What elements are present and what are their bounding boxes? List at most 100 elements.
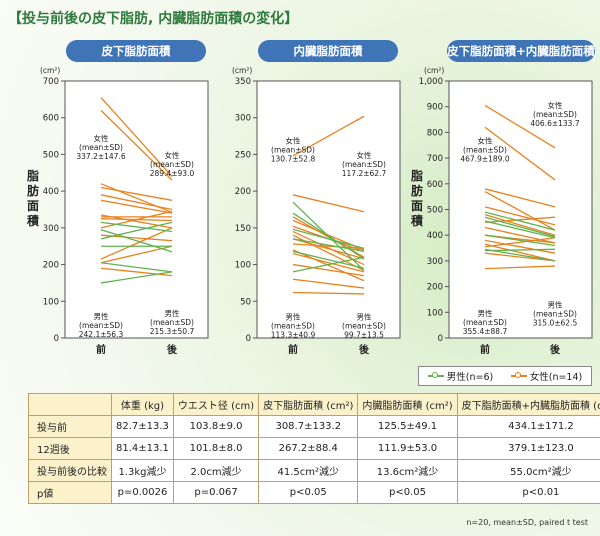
y-axis-label-char: 脂 bbox=[410, 168, 423, 183]
female-subject-line bbox=[292, 263, 365, 277]
unit-label: (cm²) bbox=[232, 66, 252, 75]
mean-sd-annotation: 男性(mean±SD) 315.0±62.5 bbox=[533, 300, 578, 328]
table-cell: 267.2±88.4 bbox=[258, 437, 359, 460]
female-subject-line bbox=[484, 237, 556, 248]
female-subject-line bbox=[484, 265, 556, 270]
table-cell: 13.6cm²減少 bbox=[357, 459, 458, 482]
table-cell: 81.4±13.1 bbox=[111, 437, 174, 460]
mean-sd-annotation: 男性(mean±SD) 99.7±13.5 bbox=[342, 312, 386, 340]
male-subject-line bbox=[100, 271, 173, 284]
male-subject-line bbox=[484, 216, 556, 238]
y-tick-label: 100 bbox=[235, 261, 251, 271]
male-subject-line bbox=[100, 229, 173, 253]
y-axis-label-char: 積 bbox=[410, 213, 424, 228]
table-cell: p<0.05 bbox=[258, 481, 359, 504]
male-subject-line bbox=[292, 228, 365, 250]
y-tick-label: 200 bbox=[427, 283, 443, 293]
male-subject-line bbox=[484, 248, 556, 252]
plot-area bbox=[64, 80, 209, 339]
y-tick-label: 150 bbox=[235, 224, 251, 234]
y-axis-label-char: 面 bbox=[27, 199, 39, 213]
y-tick-label: 200 bbox=[43, 261, 59, 271]
table-cell: 55.0cm²減少 bbox=[456, 459, 600, 482]
y-tick-label: 800 bbox=[427, 128, 443, 138]
female-subject-line bbox=[292, 252, 365, 273]
table-cell: 125.5±49.1 bbox=[357, 415, 458, 438]
table-cell: p=0.0026 bbox=[111, 481, 174, 504]
y-axis-label-char: 積 bbox=[26, 213, 40, 228]
y-tick-label: 900 bbox=[427, 103, 443, 113]
table-header: 皮下脂肪面積+内臓脂肪面積 (cm²) bbox=[456, 393, 600, 416]
female-subject-line bbox=[484, 206, 556, 226]
table-cell: p=0.067 bbox=[172, 481, 260, 504]
male-subject-line bbox=[292, 256, 365, 273]
legend-male-label: 男性(n=6) bbox=[446, 372, 494, 383]
table-cell: 111.9±53.0 bbox=[357, 437, 458, 460]
female-subject-line bbox=[100, 186, 173, 201]
x-tick-label: 後 bbox=[550, 343, 561, 356]
page-title: 【投与前後の皮下脂肪, 内臓脂肪面積の変化】 bbox=[8, 11, 299, 27]
table-header bbox=[28, 393, 112, 416]
table-row: p値 p=0.0026 p=0.067 p<0.05 p<0.05 p<0.01 bbox=[28, 481, 600, 504]
table-cell: p<0.01 bbox=[456, 481, 600, 504]
table-row-label: p値 bbox=[28, 481, 112, 504]
male-subject-line bbox=[484, 248, 556, 262]
y-tick-label: 700 bbox=[43, 77, 59, 87]
mean-sd-annotation: 女性(mean±SD) 406.6±133.7 bbox=[530, 100, 579, 128]
y-tick-label: 300 bbox=[43, 224, 59, 234]
female-subject-line bbox=[100, 194, 173, 211]
table-header: 皮下脂肪面積 (cm²) bbox=[258, 393, 359, 416]
y-tick-label: 0 bbox=[246, 334, 251, 344]
female-subject-line bbox=[484, 214, 556, 236]
table-row-label: 投与前後の比較 bbox=[28, 459, 112, 482]
table-row: 12週後 81.4±13.1 101.8±8.0 267.2±88.4 111.… bbox=[28, 437, 600, 460]
female-subject-line bbox=[292, 249, 365, 282]
x-tick-label: 前 bbox=[96, 343, 106, 356]
plot-area bbox=[448, 80, 593, 339]
male-subject-line bbox=[292, 250, 365, 269]
female-subject-line bbox=[100, 245, 173, 264]
y-tick-label: 700 bbox=[427, 154, 443, 164]
mean-sd-annotation: 男性(mean±SD) 113.3±40.9 bbox=[271, 312, 316, 340]
table-cell: 101.8±8.0 bbox=[172, 437, 260, 460]
mean-sd-annotation: 女性(mean±SD) 337.2±147.6 bbox=[76, 133, 125, 161]
female-subject-line bbox=[484, 226, 556, 244]
female-subject-line bbox=[100, 210, 173, 229]
y-tick-label: 0 bbox=[438, 334, 443, 344]
legend-item-male: 男性(n=6) bbox=[427, 369, 494, 383]
female-subject-line bbox=[484, 188, 556, 208]
female-subject-line bbox=[292, 194, 365, 213]
chart-2-title: 内臓脂肪面積 bbox=[258, 40, 398, 62]
female-subject-line bbox=[100, 199, 173, 214]
y-tick-label: 600 bbox=[43, 114, 59, 124]
female-subject-line bbox=[292, 115, 365, 157]
female-subject-line bbox=[484, 126, 556, 181]
x-tick-label: 前 bbox=[288, 343, 298, 356]
plot-area bbox=[256, 80, 401, 339]
y-axis-label-char: 面 bbox=[411, 199, 423, 213]
table-cell: 1.3kg減少 bbox=[111, 459, 174, 482]
y-tick-label: 1,000 bbox=[419, 77, 443, 87]
female-subject-line bbox=[100, 227, 173, 260]
chart-3-title: 皮下脂肪面積+内臓脂肪面積 bbox=[447, 40, 595, 62]
y-axis-label-char: 肪 bbox=[27, 183, 39, 198]
table-cell: 434.1±171.2 bbox=[456, 415, 600, 438]
male-subject-line bbox=[292, 238, 365, 252]
female-subject-line bbox=[484, 104, 556, 149]
female-subject-line bbox=[292, 291, 365, 295]
female-subject-line bbox=[484, 239, 556, 254]
x-tick-label: 前 bbox=[480, 343, 490, 356]
y-axis-label-char: 肪 bbox=[411, 183, 423, 198]
female-subject-line bbox=[484, 243, 556, 262]
y-tick-label: 500 bbox=[427, 206, 443, 216]
chart-1-title: 皮下脂肪面積 bbox=[66, 40, 206, 62]
y-tick-label: 500 bbox=[43, 150, 59, 160]
table-cell: 41.5cm²減少 bbox=[258, 459, 359, 482]
y-tick-label: 250 bbox=[235, 150, 251, 160]
legend-female-label: 女性(n=14) bbox=[529, 372, 583, 383]
stats-table: 体重 (kg) ウエスト径 (cm) 皮下脂肪面積 (cm²) 内臓脂肪面積 (… bbox=[28, 393, 600, 504]
unit-label: (cm²) bbox=[40, 66, 60, 75]
female-subject-line bbox=[292, 278, 365, 289]
table-header: ウエスト径 (cm) bbox=[172, 393, 260, 416]
mean-sd-annotation: 男性(mean±SD) 242.1±56.3 bbox=[79, 311, 124, 339]
